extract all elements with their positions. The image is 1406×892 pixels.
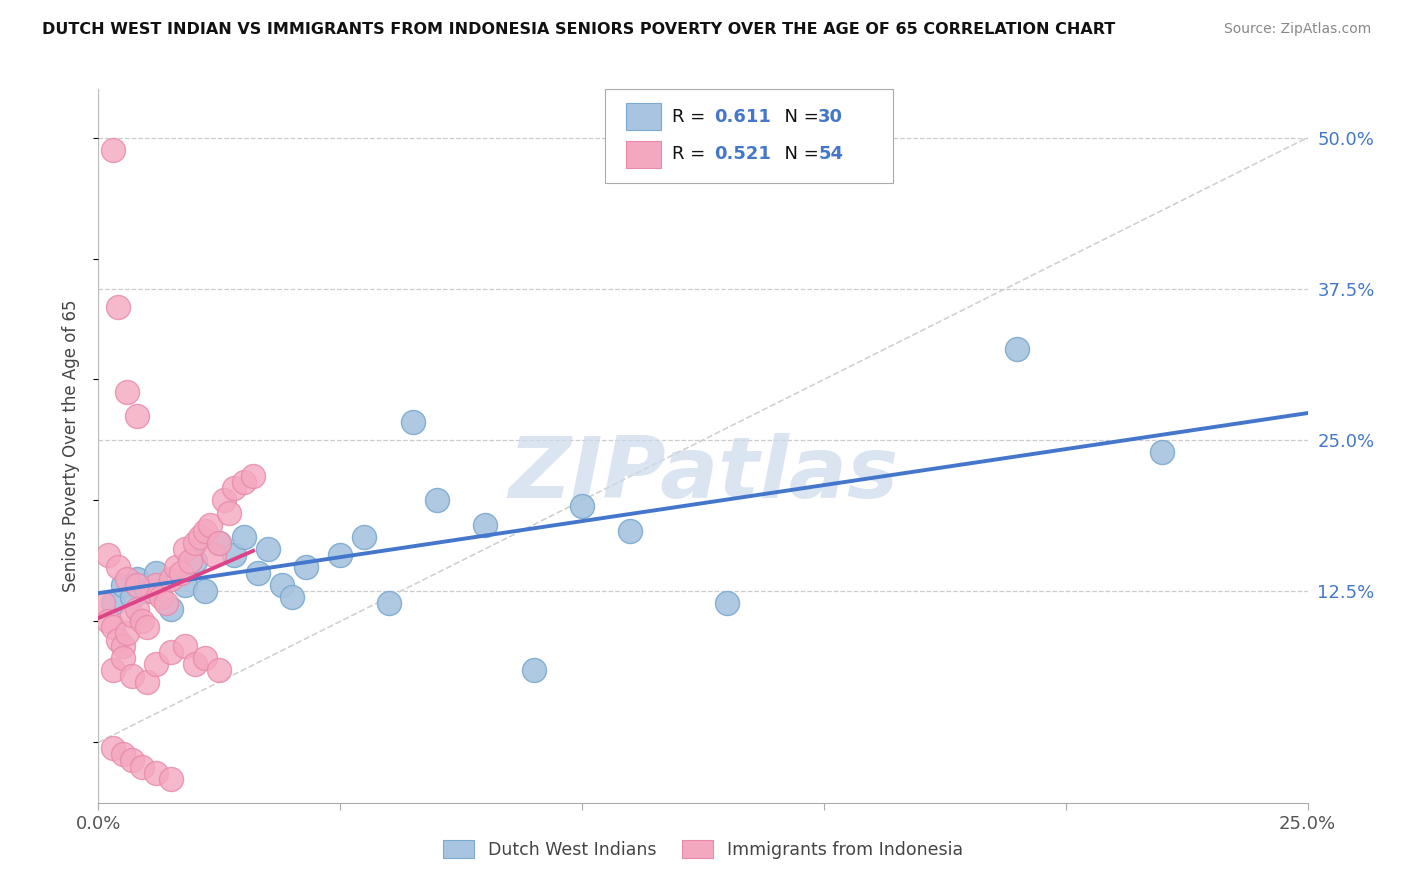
- Point: [184, 657, 207, 671]
- Point: [150, 590, 173, 604]
- Text: R =: R =: [672, 108, 711, 126]
- Point: [111, 639, 134, 653]
- Point: [194, 524, 217, 538]
- Point: [111, 578, 134, 592]
- Text: R =: R =: [672, 145, 711, 163]
- Point: [107, 632, 129, 647]
- Point: [145, 578, 167, 592]
- Point: [184, 554, 207, 568]
- Point: [256, 541, 278, 556]
- Point: [377, 596, 399, 610]
- Point: [117, 384, 139, 399]
- Point: [101, 620, 124, 634]
- Point: [107, 300, 129, 314]
- Point: [402, 415, 425, 429]
- Point: [131, 615, 153, 629]
- Point: [135, 620, 157, 634]
- Point: [619, 524, 641, 538]
- Point: [91, 596, 114, 610]
- Point: [179, 554, 201, 568]
- Point: [160, 772, 183, 786]
- Point: [204, 548, 226, 562]
- Point: [145, 657, 167, 671]
- Point: [155, 596, 177, 610]
- Point: [194, 584, 217, 599]
- Point: [117, 572, 139, 586]
- Point: [716, 596, 738, 610]
- Point: [208, 663, 231, 677]
- Point: [271, 578, 294, 592]
- Point: [169, 566, 191, 580]
- Point: [208, 535, 231, 549]
- Point: [97, 615, 120, 629]
- Point: [247, 566, 270, 580]
- Point: [174, 639, 197, 653]
- Point: [101, 596, 124, 610]
- Point: [212, 493, 235, 508]
- Point: [111, 747, 134, 762]
- Point: [135, 584, 157, 599]
- Point: [208, 535, 231, 549]
- Point: [127, 602, 149, 616]
- Point: [131, 759, 153, 773]
- Point: [1007, 343, 1029, 357]
- Point: [127, 409, 149, 423]
- Legend: Dutch West Indians, Immigrants from Indonesia: Dutch West Indians, Immigrants from Indo…: [436, 833, 970, 865]
- Point: [127, 578, 149, 592]
- Point: [160, 602, 183, 616]
- Point: [165, 560, 187, 574]
- Point: [188, 530, 211, 544]
- Point: [222, 481, 245, 495]
- Point: [111, 650, 134, 665]
- Point: [174, 578, 197, 592]
- Point: [281, 590, 304, 604]
- Text: 0.611: 0.611: [714, 108, 770, 126]
- Y-axis label: Seniors Poverty Over the Age of 65: Seniors Poverty Over the Age of 65: [62, 300, 80, 592]
- Point: [121, 754, 143, 768]
- Point: [101, 143, 124, 157]
- Point: [232, 475, 254, 490]
- Point: [426, 493, 449, 508]
- Text: 30: 30: [818, 108, 844, 126]
- Point: [198, 517, 221, 532]
- Point: [121, 669, 143, 683]
- Text: Source: ZipAtlas.com: Source: ZipAtlas.com: [1223, 22, 1371, 37]
- Text: 54: 54: [818, 145, 844, 163]
- Point: [121, 590, 143, 604]
- Point: [222, 548, 245, 562]
- Point: [97, 548, 120, 562]
- Point: [174, 541, 197, 556]
- Point: [329, 548, 352, 562]
- Point: [117, 626, 139, 640]
- Point: [127, 572, 149, 586]
- Text: ZIPatlas: ZIPatlas: [508, 433, 898, 516]
- Point: [295, 560, 318, 574]
- Point: [121, 608, 143, 623]
- Point: [242, 469, 264, 483]
- Point: [232, 530, 254, 544]
- Point: [141, 584, 163, 599]
- Point: [1152, 445, 1174, 459]
- Point: [184, 535, 207, 549]
- Point: [194, 650, 217, 665]
- Point: [160, 645, 183, 659]
- Point: [160, 572, 183, 586]
- Point: [218, 506, 240, 520]
- Point: [107, 560, 129, 574]
- Text: 0.521: 0.521: [714, 145, 770, 163]
- Text: N =: N =: [773, 108, 825, 126]
- Point: [353, 530, 375, 544]
- Point: [145, 566, 167, 580]
- Point: [145, 765, 167, 780]
- Point: [571, 500, 593, 514]
- Text: N =: N =: [773, 145, 825, 163]
- Point: [101, 663, 124, 677]
- Point: [523, 663, 546, 677]
- Text: DUTCH WEST INDIAN VS IMMIGRANTS FROM INDONESIA SENIORS POVERTY OVER THE AGE OF 6: DUTCH WEST INDIAN VS IMMIGRANTS FROM IND…: [42, 22, 1115, 37]
- Point: [135, 674, 157, 689]
- Point: [101, 741, 124, 756]
- Point: [474, 517, 496, 532]
